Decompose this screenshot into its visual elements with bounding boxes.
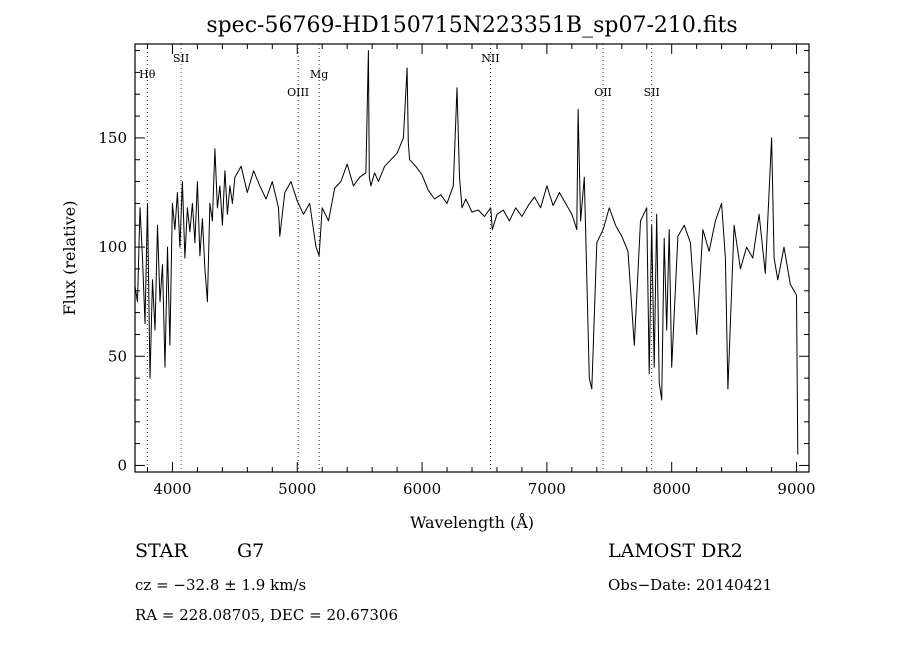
x-tick-labels: 4000 5000 6000 7000 8000 9000 [153, 480, 815, 498]
spectral-line-label: Mg [310, 68, 328, 81]
spectral-line-label: Hθ [139, 68, 156, 81]
y-axis-label: Flux (relative) [60, 201, 79, 316]
sky-coordinates: RA = 228.08705, DEC = 20.67306 [135, 606, 398, 624]
spectral-line-label: SII [173, 52, 189, 65]
object-type: STAR [135, 540, 188, 562]
x-tick-label: 9000 [777, 480, 815, 498]
spectrum-line [134, 50, 799, 455]
y-tick-label: 150 [98, 129, 127, 147]
redshift-velocity: cz = −32.8 ± 1.9 km/s [135, 576, 306, 594]
x-tick-label: 8000 [653, 480, 691, 498]
y-tick-label: 50 [108, 347, 127, 365]
spectral-line-label: SII [644, 86, 660, 99]
spectral-subclass: G7 [237, 540, 264, 562]
x-tick-label: 7000 [528, 480, 566, 498]
y-tick-labels: 0 50 100 150 [98, 129, 127, 475]
plot-area-frame [134, 43, 810, 473]
spectral-line-label: OIII [287, 86, 309, 99]
y-tick-label: 0 [117, 456, 127, 474]
x-tick-label: 6000 [403, 480, 441, 498]
spectral-line-label: NII [481, 52, 499, 65]
spectral-line-label: OII [594, 86, 612, 99]
survey-name: LAMOST DR2 [608, 540, 743, 562]
y-tick-label: 100 [98, 238, 127, 256]
chart-title: spec-56769-HD150715N223351B_sp07-210.fit… [206, 13, 737, 38]
x-tick-label: 4000 [153, 480, 191, 498]
axis-ticks [135, 44, 809, 472]
x-tick-label: 5000 [278, 480, 316, 498]
x-axis-label: Wavelength (Å) [410, 512, 534, 532]
observation-date: Obs−Date: 20140421 [608, 576, 772, 594]
